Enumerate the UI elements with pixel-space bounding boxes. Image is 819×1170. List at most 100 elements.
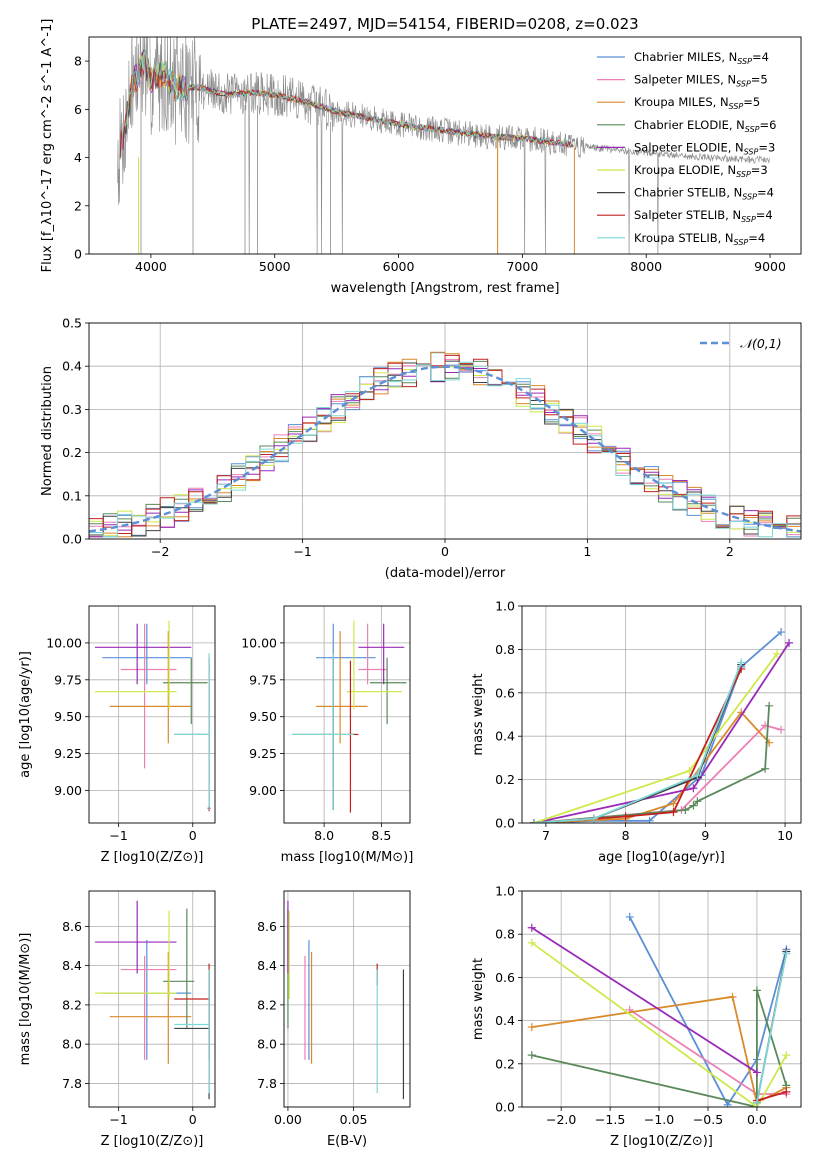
- weight-marker-kroupa-stelib: [693, 771, 702, 780]
- weight-line-kroupa-stelib: [533, 662, 743, 823]
- weight-marker-kroupa-miles: [527, 1023, 536, 1032]
- x-axis-label: E(B-V): [327, 1134, 367, 1149]
- legend: 𝒩(0,1): [700, 336, 782, 351]
- x-tick-label: 0: [189, 1112, 197, 1127]
- weight-marker-salpeter-miles: [777, 725, 786, 734]
- y-tick-label: 0.1: [62, 488, 82, 503]
- plot-area-mass_vs_Z: [94, 900, 210, 1100]
- legend-label-chabrier-miles: Chabrier MILES, NSSP=4: [634, 50, 769, 66]
- axes: 0.00 0.05 7.8 8.0 8.2 8.4 8.6 E(B-V): [257, 890, 411, 1149]
- panel-spectrum: 4000 5000 6000 7000 8000 9000 0 2 4 6 8 wavelength …: [40, 19, 802, 296]
- y-tick-label: 0.6: [495, 685, 515, 700]
- weight-marker-chabrier-elodie: [689, 801, 698, 810]
- grid: [284, 891, 410, 1107]
- x-tick-label: 6000: [383, 259, 415, 274]
- axes: −1 0 9.00 9.25 9.50 9.75 10.00 Z [log10(Z/Z⊙)] a…: [18, 605, 216, 865]
- y-tick-label: 7.8: [257, 1076, 277, 1091]
- x-tick-label: 2: [726, 544, 734, 559]
- axes-frame: [88, 605, 216, 824]
- weight-marker-kroupa-elodie: [773, 649, 782, 658]
- weight-marker-kroupa-stelib: [782, 949, 791, 958]
- x-tick-label: 7: [542, 828, 550, 843]
- weight-marker-chabrier-miles: [645, 816, 654, 823]
- y-tick-label: 8.2: [257, 997, 277, 1012]
- x-tick-label: −1: [109, 1112, 127, 1127]
- gaussian-curve: [89, 365, 801, 533]
- weight-marker-salpeter-stelib: [669, 808, 678, 817]
- legend-label-kroupa-stelib: Kroupa STELIB, NSSP=4: [634, 231, 765, 247]
- weight-marker-chabrier-elodie: [681, 805, 690, 814]
- x-axis-label: Z [log10(Z/Z⊙)]: [101, 850, 204, 865]
- panel-residuals: −2 −1 0 1 2 0.0 0.1 0.2 0.3 0.4 0.5 (data-model)/er…: [40, 316, 802, 581]
- axes-frame: [521, 890, 802, 1108]
- grid: [89, 606, 215, 823]
- y-tick-label: 8.4: [257, 958, 277, 973]
- weight-line-chabrier-miles: [533, 631, 782, 823]
- plot-area-mass_weight_vs_age: [529, 628, 794, 823]
- y-tick-label: 9.00: [54, 783, 82, 798]
- weight-marker-chabrier-elodie: [761, 764, 770, 773]
- weight-marker-kroupa-elodie: [527, 938, 536, 947]
- x-tick-label: 0.00: [274, 1112, 302, 1127]
- axes: 8.0 8.5 9.00 9.25 9.50 9.75 10.00 mass [log10(M…: [241, 605, 414, 865]
- weight-marker-salpeter-elodie: [785, 638, 794, 647]
- x-tick-label: −1.0: [644, 1112, 674, 1127]
- y-tick-label: 10.00: [241, 635, 277, 650]
- y-tick-label: 0.5: [62, 316, 82, 331]
- y-tick-label: 9.50: [249, 709, 277, 724]
- axes-frame: [88, 36, 802, 255]
- axes: 7 8 9 10 0.0 0.2 0.4 0.6 0.8 1.0 age [log10(age/yr…: [471, 599, 802, 865]
- weight-marker-kroupa-miles: [728, 992, 737, 1001]
- panel-mass_weight_vs_Z: −2.0 −1.5 −1.0 −0.5 0.0 0.0 0.2 0.4 0.6 0.8 1.0 Z […: [471, 884, 802, 1149]
- y-tick-label: 8.0: [62, 1037, 82, 1052]
- y-tick-label: 7.8: [62, 1076, 82, 1091]
- x-tick-label: 10: [777, 828, 793, 843]
- y-tick-label: 6: [74, 102, 82, 117]
- y-tick-label: 9.00: [249, 783, 277, 798]
- weight-line-salpeter-stelib: [756, 1091, 787, 1102]
- weight-line-chabrier-miles: [628, 916, 788, 1107]
- axes-frame: [283, 890, 411, 1108]
- plot-area-mass_weight_vs_Z: [527, 912, 791, 1107]
- weight-marker-kroupa-stelib: [589, 814, 598, 823]
- y-tick-label: 8: [74, 54, 82, 69]
- weight-marker-chabrier-elodie: [693, 797, 702, 806]
- axes-frame: [283, 605, 411, 824]
- y-tick-label: 0.0: [495, 1100, 515, 1115]
- panel-mass_weight_vs_age: 7 8 9 10 0.0 0.2 0.4 0.6 0.8 1.0 age [log10(age/yr…: [471, 599, 802, 865]
- legend: Chabrier MILES, NSSP=4 Salpeter MILES, NS…: [597, 50, 776, 247]
- x-axis-label: wavelength [Angstrom, rest frame]: [331, 281, 560, 296]
- axes: −1 0 7.8 8.0 8.2 8.4 8.6 Z [log10(Z/Z⊙)] mass [l…: [18, 890, 216, 1149]
- weight-line-kroupa-stelib: [756, 953, 788, 1103]
- x-tick-label: 8.0: [314, 828, 334, 843]
- x-tick-label: 0: [441, 544, 449, 559]
- weight-line-salpeter-elodie: [533, 642, 790, 823]
- y-tick-label: 0.2: [62, 445, 82, 460]
- plot-area-residuals: [89, 351, 801, 538]
- y-tick-label: 8.6: [62, 919, 82, 934]
- weight-marker-salpeter-elodie: [752, 1068, 761, 1077]
- figure-title: PLATE=2497, MJD=54154, FIBERID=0208, z=0…: [251, 15, 638, 33]
- y-tick-label: 1.0: [495, 599, 515, 614]
- y-tick-label: 0.0: [62, 532, 82, 547]
- x-tick-label: 9: [701, 828, 709, 843]
- plots-layer: 4000 5000 6000 7000 8000 900002468wavelength …: [18, 19, 802, 1149]
- histogram-kroupa-miles: [89, 351, 801, 538]
- x-tick-label: 0.0: [747, 1112, 767, 1127]
- x-axis-label: mass [log10(M/M⊙)]: [281, 850, 414, 865]
- legend-label-kroupa-elodie: Kroupa ELODIE, NSSP=3: [634, 163, 768, 179]
- panel-age_vs_mass: 8.0 8.5 9.00 9.25 9.50 9.75 10.00 mass [log10(M…: [241, 605, 414, 865]
- weight-line-kroupa-elodie: [531, 942, 788, 1107]
- grid: [89, 891, 215, 1107]
- y-tick-label: 1.0: [495, 884, 515, 899]
- weight-line-salpeter-elodie: [531, 926, 758, 1074]
- weight-marker-salpeter-elodie: [689, 784, 698, 793]
- x-tick-label: 1: [583, 544, 591, 559]
- y-tick-label: 4: [74, 150, 82, 165]
- y-tick-label: 0.6: [495, 970, 515, 985]
- y-tick-label: 2: [74, 198, 82, 213]
- y-tick-label: 9.25: [54, 746, 82, 761]
- axes-frame: [88, 322, 802, 540]
- weight-marker-chabrier-miles: [625, 912, 634, 921]
- x-tick-label: 8000: [630, 259, 662, 274]
